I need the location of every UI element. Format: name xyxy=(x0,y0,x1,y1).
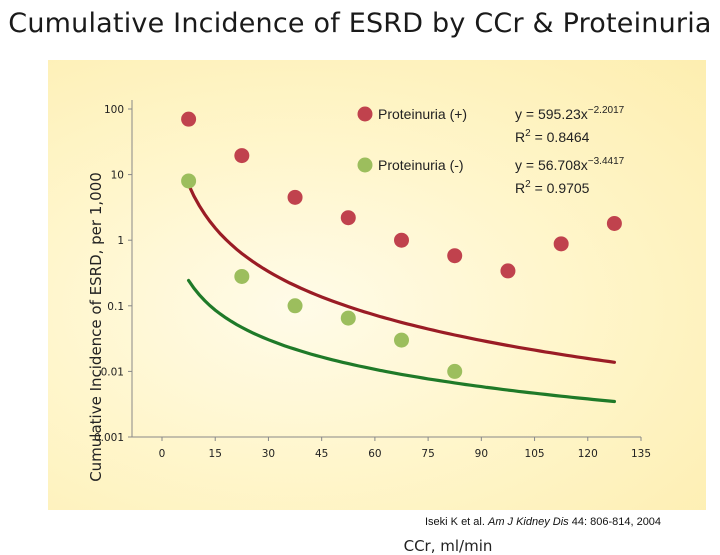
legend-label: Proteinuria (-) xyxy=(378,157,464,173)
axes: 100 10 1 0.1 0.01 0.001 0 15 30 45 60 75 90 105 120 135 xyxy=(94,100,651,460)
legend-marker xyxy=(357,157,373,173)
trendline-r-squared: R2 = 0.8464 xyxy=(515,128,590,145)
chart-plot: 100 10 1 0.1 0.01 0.001 0 15 30 45 60 75 90 105 120 135… xyxy=(94,100,651,460)
data-point-proteinuria-negative xyxy=(447,363,463,379)
y-axis-label: Cumulative Incidence of ESRD, per 1,000 xyxy=(87,172,105,482)
data-point-proteinuria-positive xyxy=(606,215,622,231)
data-point-proteinuria-negative xyxy=(181,173,197,189)
x-tick-label: 45 xyxy=(315,448,328,460)
trendline-proteinuria-positive xyxy=(187,183,616,364)
x-tick-label: 90 xyxy=(475,448,488,460)
y-tick-label: 1 xyxy=(117,235,124,247)
x-tick-label: 15 xyxy=(209,448,222,460)
trendline-r-squared: R2 = 0.9705 xyxy=(515,179,590,196)
x-tick-label: 135 xyxy=(631,448,651,460)
data-point-proteinuria-positive xyxy=(553,236,569,252)
y-tick-label: 0.1 xyxy=(107,301,124,313)
chart-title: Cumulative Incidence of ESRD by CCr & Pr… xyxy=(8,8,712,39)
data-point-proteinuria-positive xyxy=(181,111,197,127)
x-tick-label: 120 xyxy=(578,448,598,460)
x-tick-label: 60 xyxy=(368,448,381,460)
data-point-proteinuria-positive xyxy=(500,263,516,279)
data-point-proteinuria-negative xyxy=(394,332,409,348)
legend: Proteinuria (+) y = 595.23x−2.2017 R2 = 0.… xyxy=(357,105,625,196)
data-point-proteinuria-positive xyxy=(287,189,303,205)
trendline-equation: y = 595.23x−2.2017 xyxy=(515,105,625,122)
data-point-proteinuria-negative xyxy=(287,298,303,314)
data-point-proteinuria-positive xyxy=(394,232,409,248)
chart-panel: 100 10 1 0.1 0.01 0.001 0 15 30 45 60 75 90 105 120 135… xyxy=(48,60,706,555)
y-tick-label: 0.001 xyxy=(94,432,124,444)
data-point-proteinuria-negative xyxy=(234,268,250,284)
y-tick-label: 10 xyxy=(111,170,124,182)
trendline-proteinuria-negative xyxy=(187,278,616,404)
x-tick-label: 30 xyxy=(262,448,275,460)
citation-journal: Am J Kidney Dis xyxy=(487,516,569,528)
citation: Iseki K et al. Am J Kidney Dis 44: 806-8… xyxy=(425,516,661,528)
legend-label: Proteinuria (+) xyxy=(378,106,467,122)
citation-authors: Iseki K et al. xyxy=(425,516,488,528)
trendline-equation: y = 56.708x−3.4417 xyxy=(515,156,625,173)
data-point-proteinuria-negative xyxy=(340,310,356,326)
x-tick-label: 75 xyxy=(421,448,434,460)
data-point-proteinuria-positive xyxy=(447,248,463,264)
citation-volume-pages: 44: 806-814, 2004 xyxy=(568,516,662,528)
data-point-proteinuria-positive xyxy=(234,148,250,164)
x-tick-label: 105 xyxy=(525,448,545,460)
y-tick-label: 0.01 xyxy=(101,366,124,378)
x-tick-label: 0 xyxy=(159,448,166,460)
data-point-proteinuria-positive xyxy=(340,210,356,226)
y-tick-label: 100 xyxy=(104,104,124,116)
legend-marker xyxy=(357,106,373,122)
trendlines xyxy=(187,183,616,404)
data-points xyxy=(181,111,622,379)
